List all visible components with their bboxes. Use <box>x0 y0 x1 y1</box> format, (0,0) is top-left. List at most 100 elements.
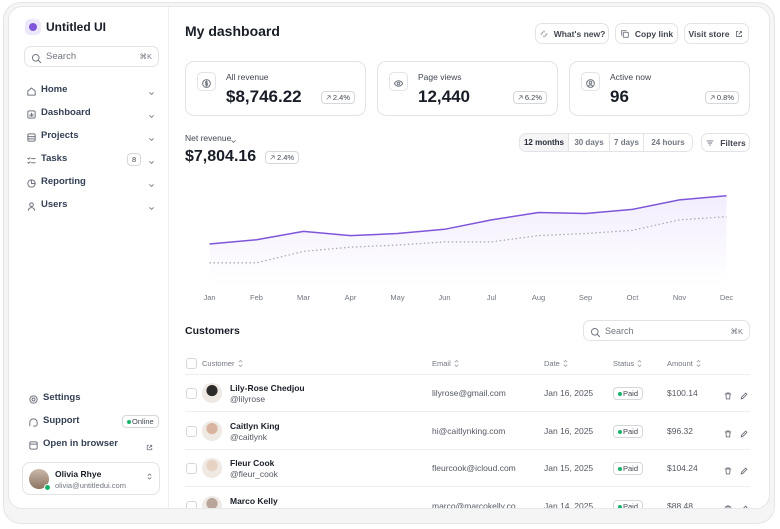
button-glyph <box>621 29 629 38</box>
stat-icon <box>393 76 404 87</box>
status-badge: Paid <box>613 387 644 400</box>
button-glyph <box>540 30 548 37</box>
edit-icon[interactable] <box>739 463 749 475</box>
nav-item[interactable]: Reporting <box>21 173 157 191</box>
sort-icon <box>237 359 244 368</box>
stat-value: $8,746.22 <box>226 87 302 106</box>
row-checkbox[interactable] <box>186 425 197 437</box>
column-header: Amount <box>667 359 701 368</box>
footer-item[interactable]: Open in browser <box>21 435 157 453</box>
online-dot <box>44 484 51 491</box>
stat-change: 6.2% <box>512 91 547 104</box>
logo-mark <box>25 19 41 35</box>
x-tick-label: Feb <box>250 293 263 302</box>
nav-label: Users <box>41 199 68 210</box>
chevron <box>147 200 156 210</box>
footer-item[interactable]: Support Online <box>21 412 159 430</box>
header-button[interactable]: What's new? <box>535 23 609 44</box>
header-button[interactable]: Copy link <box>615 23 678 44</box>
stat-change: 2.4% <box>320 91 355 104</box>
nav-item[interactable]: Dashboard <box>21 104 157 122</box>
footer-label: Open in browser <box>43 438 118 449</box>
row-separator <box>185 448 750 450</box>
customer-name: Lily-Rose Chedjou <box>230 383 305 393</box>
delete-icon[interactable] <box>723 426 733 438</box>
filter-glyph <box>706 139 714 146</box>
x-tick-label: Mar <box>297 293 310 302</box>
range-tab[interactable]: 30 days <box>569 134 610 151</box>
edit-icon-glyph <box>740 430 748 438</box>
nav-item[interactable]: Home <box>21 81 157 99</box>
edit-icon[interactable] <box>739 388 749 400</box>
customer-avatar <box>202 458 222 479</box>
footer-label: Support <box>43 415 80 426</box>
revenue-change: 2.4% <box>265 151 300 164</box>
chevron <box>147 154 156 164</box>
header-button[interactable]: Visit store <box>684 23 749 44</box>
sort-glyph <box>696 359 701 368</box>
search-icon <box>31 51 42 64</box>
external-icon-glyph <box>146 444 153 451</box>
table-title: Customers <box>185 325 240 337</box>
filters-button[interactable]: Filters <box>701 133 750 152</box>
customer-handle: @caitlynk <box>230 431 267 442</box>
shortcut: ⌘K <box>730 327 743 336</box>
user-card[interactable]: Olivia Rhye olivia@untitledui.com <box>22 462 160 495</box>
edit-icon[interactable] <box>739 426 749 438</box>
delete-icon[interactable] <box>723 463 733 475</box>
sort-icon <box>453 359 460 368</box>
nav-label: Reporting <box>41 176 86 187</box>
column-header: Email <box>432 359 459 368</box>
status-badge: Online <box>122 415 159 428</box>
nav-icon <box>26 107 37 119</box>
customer-handle: @fleur_cook <box>230 469 278 480</box>
stat-icon-glyph <box>586 79 595 88</box>
external-icon <box>145 439 154 451</box>
range-tab[interactable]: 24 hours <box>644 134 692 151</box>
x-tick-label: Aug <box>532 293 545 302</box>
nav-icon-glyph <box>27 157 36 164</box>
stat-card: Page views 12,440 6.2% <box>377 61 558 116</box>
edit-icon[interactable] <box>739 501 749 508</box>
nav-item[interactable]: Tasks 8 <box>21 150 157 168</box>
sort-icon <box>636 359 643 368</box>
chevron-glyph <box>231 140 236 143</box>
status-dot <box>618 505 622 508</box>
delete-icon-glyph <box>724 505 732 508</box>
search-box[interactable]: Search ⌘K <box>24 46 159 67</box>
button-icon <box>734 29 744 39</box>
x-tick-label: Dec <box>720 293 734 302</box>
customer-amount: $88.48 <box>667 501 693 509</box>
table-search[interactable]: Search ⌘K <box>583 320 750 341</box>
range-tab[interactable]: 12 months <box>520 134 569 151</box>
row-checkbox[interactable] <box>186 463 197 475</box>
stat-icon-box <box>389 72 408 91</box>
shortcut: ⌘K <box>139 52 152 61</box>
stat-icon-glyph <box>393 80 404 87</box>
delete-icon[interactable] <box>723 388 733 400</box>
customer-date: Jan 16, 2025 <box>544 425 594 436</box>
nav-icon-glyph <box>27 87 36 96</box>
button-label: Visit store <box>688 28 730 39</box>
selector-icon <box>145 468 154 480</box>
stat-change: 0.8% <box>704 91 739 104</box>
customer-amount: $104.24 <box>667 463 698 474</box>
revenue-chart: Jan Feb Mar Apr May Jun Jul Aug Sep Oct Nov Dec <box>203 194 734 302</box>
nav-badge: 8 <box>127 153 142 166</box>
footer-item[interactable]: Settings <box>21 389 157 407</box>
customer-name: Caitlyn King <box>230 420 280 431</box>
range-tab[interactable]: 7 days <box>610 134 644 151</box>
delete-icon[interactable] <box>723 501 733 508</box>
footer-icon-glyph <box>29 441 38 450</box>
nav-icon <box>26 153 37 164</box>
header-checkbox[interactable] <box>186 358 197 369</box>
trend-arrow-glyph <box>326 95 331 100</box>
stat-value: 12,440 <box>418 87 470 106</box>
row-checkbox[interactable] <box>186 388 197 399</box>
nav-item[interactable]: Users <box>21 196 157 214</box>
row-checkbox[interactable] <box>186 501 197 508</box>
customer-date: Jan 15, 2025 <box>544 463 594 474</box>
user-name: Olivia Rhye <box>55 469 102 479</box>
nav-item[interactable]: Projects <box>21 127 157 145</box>
stat-label: Active now <box>610 72 652 82</box>
